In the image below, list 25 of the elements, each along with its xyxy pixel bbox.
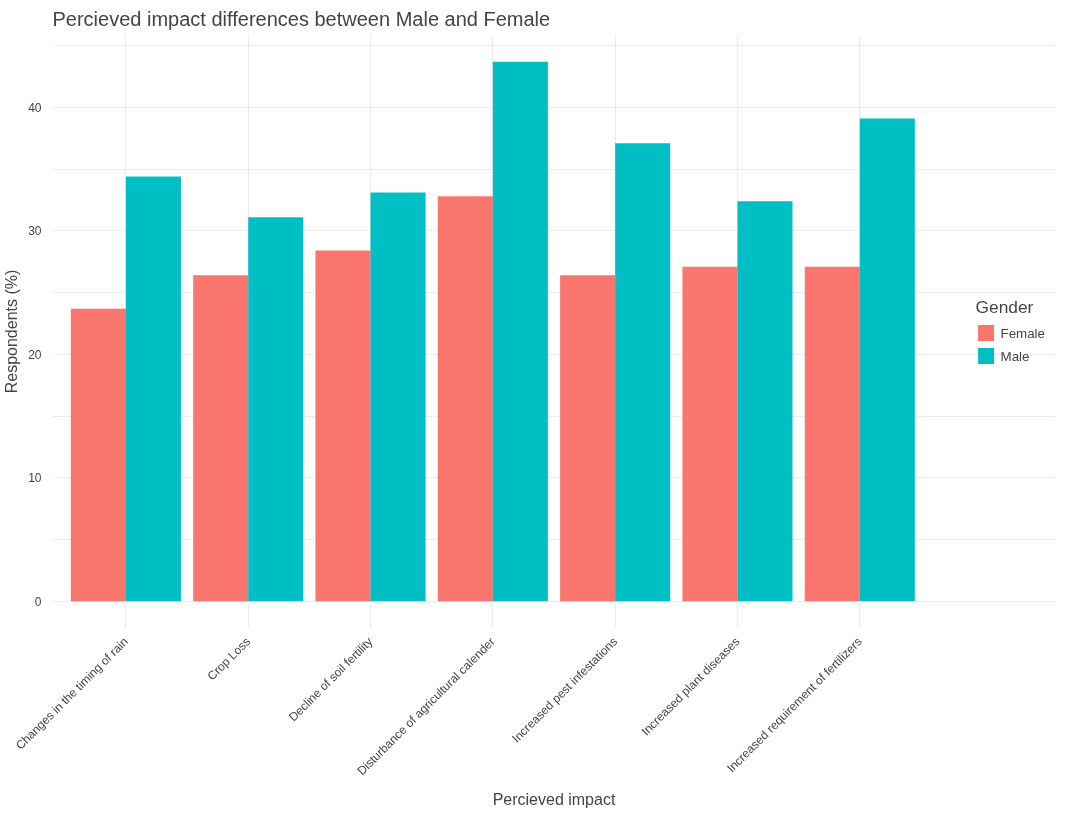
bar	[125, 176, 181, 602]
y-axis-title: Respondents (%)	[3, 269, 21, 394]
bar	[804, 266, 860, 602]
bar	[437, 196, 493, 602]
y-tick-label: 10	[28, 471, 42, 486]
bar	[492, 61, 548, 602]
bar	[193, 275, 249, 602]
x-axis-title: Percieved impact	[492, 790, 616, 808]
legend-title: Gender	[975, 296, 1035, 318]
chart-title: Percieved impact differences between Male and Female	[52, 7, 551, 30]
y-tick-label: 30	[28, 224, 42, 239]
bar	[615, 143, 671, 602]
bar	[560, 275, 616, 602]
bar	[370, 192, 426, 602]
legend-label: Female	[1000, 325, 1045, 340]
bar	[737, 201, 793, 602]
y-tick-label: 20	[28, 347, 42, 362]
bar	[315, 250, 371, 602]
legend-label: Male	[1000, 348, 1030, 363]
bar	[682, 266, 738, 602]
y-tick-label: 0	[34, 594, 42, 609]
bar	[70, 308, 126, 602]
bar	[859, 118, 915, 602]
y-tick-label: 40	[28, 100, 42, 115]
bar	[248, 217, 304, 602]
